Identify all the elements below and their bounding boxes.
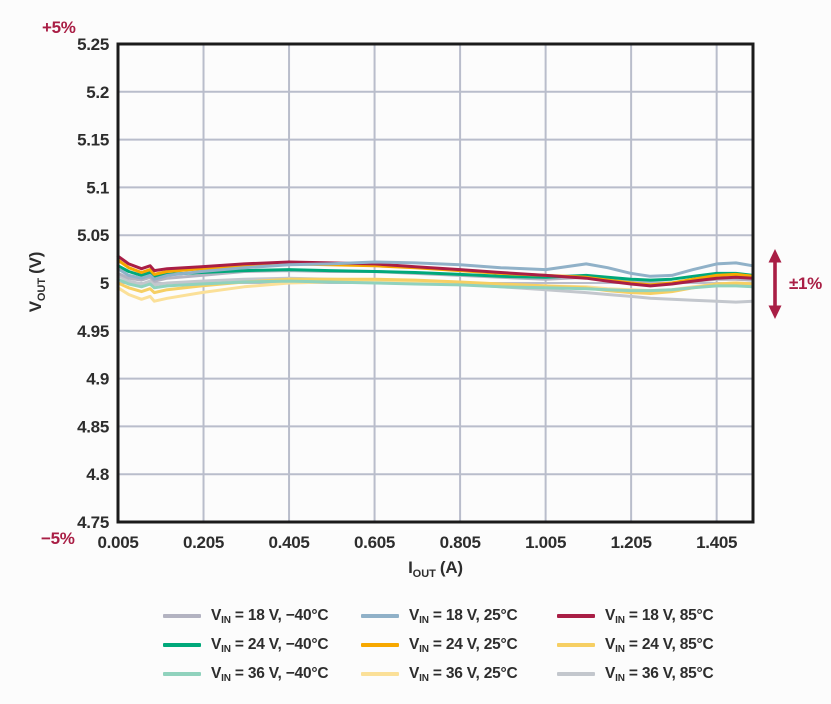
legend-label: VIN = 18 V, −40°C — [211, 606, 329, 626]
series-line-36V-−40°C — [116, 277, 755, 293]
y-tick-label: 5 — [100, 274, 109, 293]
x-axis-title: IOUT (A) — [118, 558, 753, 580]
plot-border — [116, 42, 755, 524]
y-tick-label: 4.75 — [77, 513, 109, 532]
chart-legend: VIN = 18 V, −40°C VIN = 18 V, 25°C VIN = 1… — [163, 601, 714, 688]
tolerance-annotation-label: ±1% — [789, 274, 823, 293]
legend-swatch — [163, 613, 201, 618]
legend-swatch — [361, 671, 399, 676]
legend-label: VIN = 36 V, −40°C — [211, 664, 329, 684]
y-tick-label: 5.2 — [86, 83, 109, 102]
y-axis-title: VOUT (V) — [26, 224, 48, 340]
annotation-minus5-label: −5% — [41, 529, 75, 548]
y-tick-label: 5.05 — [77, 226, 109, 245]
legend-item-36V-−40°C: VIN = 36 V, −40°C — [163, 659, 361, 688]
legend-item-36V-25°C: VIN = 36 V, 25°C — [361, 659, 557, 688]
legend-swatch — [163, 642, 201, 647]
y-tick-label: 5.15 — [77, 131, 109, 150]
series-line-24V-85°C — [116, 277, 755, 295]
y-axis-title-unit: (V) — [26, 251, 45, 274]
legend-item-18V-25°C: VIN = 18 V, 25°C — [361, 601, 557, 630]
series-line-18V-25°C — [116, 260, 755, 281]
legend-label: VIN = 24 V, 25°C — [409, 635, 518, 655]
legend-item-24V-25°C: VIN = 24 V, 25°C — [361, 630, 557, 659]
series-line-18V-85°C — [116, 254, 755, 288]
x-axis-title-main: I — [408, 558, 413, 577]
x-tick-label: 0.405 — [269, 533, 310, 552]
legend-swatch — [361, 613, 399, 618]
plus-minus-arrow-icon — [768, 249, 782, 319]
legend-item-18V-85°C: VIN = 18 V, 85°C — [557, 601, 714, 630]
legend-label: VIN = 36 V, 85°C — [605, 664, 714, 684]
x-tick-label: 0.805 — [440, 533, 481, 552]
x-tick-label: 1.005 — [525, 533, 566, 552]
y-tick-label: 4.9 — [86, 370, 109, 389]
x-tick-label: 1.205 — [611, 533, 652, 552]
legend-label: VIN = 24 V, −40°C — [211, 635, 329, 655]
legend-item-24V-−40°C: VIN = 24 V, −40°C — [163, 630, 361, 659]
x-tick-label: 0.605 — [354, 533, 395, 552]
y-axis-title-sub: OUT — [36, 277, 48, 302]
legend-swatch — [361, 642, 399, 647]
x-tick-label: 1.405 — [696, 533, 737, 552]
x-axis-title-sub: OUT — [412, 568, 436, 580]
legend-label: VIN = 36 V, 25°C — [409, 664, 518, 684]
legend-label: VIN = 18 V, 85°C — [605, 606, 714, 626]
y-axis-title-main: V — [26, 301, 45, 313]
legend-swatch — [557, 642, 595, 647]
legend-label: VIN = 18 V, 25°C — [409, 606, 518, 626]
legend-label: VIN = 24 V, 85°C — [605, 635, 714, 655]
x-tick-label: 0.005 — [97, 533, 138, 552]
legend-item-24V-85°C: VIN = 24 V, 85°C — [557, 630, 714, 659]
legend-swatch — [557, 613, 595, 618]
legend-swatch — [163, 671, 201, 676]
y-tick-label: 5.25 — [77, 35, 109, 54]
x-tick-label: 0.205 — [183, 533, 224, 552]
x-axis-title-unit: (A) — [439, 558, 463, 577]
y-tick-label: 4.85 — [77, 417, 109, 436]
legend-item-18V-−40°C: VIN = 18 V, −40°C — [163, 601, 361, 630]
annotation-plus5-label: +5% — [42, 18, 76, 37]
y-tick-label: 4.95 — [77, 322, 109, 341]
tolerance-annotation: ±1% — [768, 248, 830, 320]
legend-swatch — [557, 671, 595, 676]
legend-item-36V-85°C: VIN = 36 V, 85°C — [557, 659, 714, 688]
y-tick-label: 5.1 — [86, 178, 109, 197]
y-tick-label: 4.8 — [86, 465, 109, 484]
